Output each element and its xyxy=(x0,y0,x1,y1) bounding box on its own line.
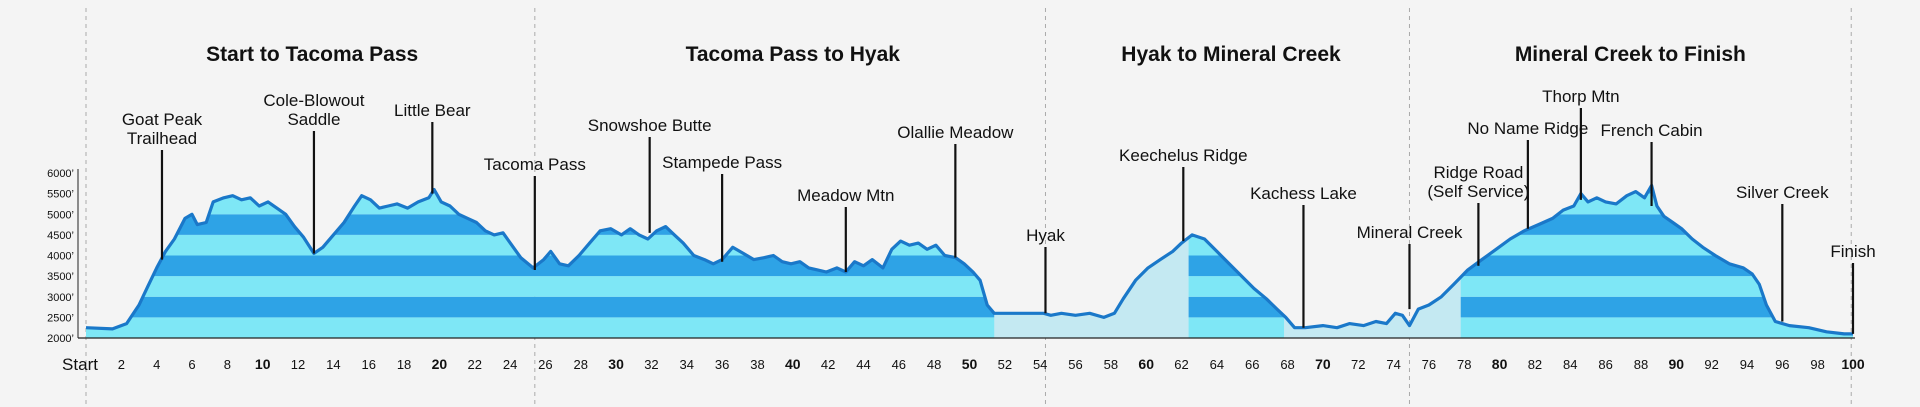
x-tick-label: 94 xyxy=(1740,357,1754,372)
elevation-band xyxy=(86,317,1853,338)
x-tick-label: 46 xyxy=(892,357,906,372)
x-tick-label: 16 xyxy=(361,357,375,372)
x-tick-label: 98 xyxy=(1810,357,1824,372)
elevation-band xyxy=(86,185,1853,194)
x-tick-label: 68 xyxy=(1280,357,1294,372)
annotation-label: Stampede Pass xyxy=(662,153,782,172)
annotation-label: Little Bear xyxy=(394,101,471,120)
annotation-label: Olallie Meadow xyxy=(897,123,1014,142)
y-tick-label: 3000’ xyxy=(47,292,74,304)
section-title-0: Start to Tacoma Pass xyxy=(206,43,418,66)
annotation-label: Silver Creek xyxy=(1736,183,1829,202)
annotation-label: Mineral Creek xyxy=(1357,223,1463,242)
x-tick-label: 14 xyxy=(326,357,340,372)
x-tick-label: 52 xyxy=(998,357,1012,372)
y-tick-label: 2000’ xyxy=(47,333,74,345)
x-tick-label: 28 xyxy=(574,357,588,372)
x-tick-label: 56 xyxy=(1068,357,1082,372)
x-tick-label: 38 xyxy=(750,357,764,372)
annotation-label: No Name Ridge xyxy=(1467,119,1588,138)
elevation-line xyxy=(85,183,1853,336)
annotation-label: Hyak xyxy=(1026,226,1065,245)
x-tick-label: 82 xyxy=(1528,357,1542,372)
elevation-band xyxy=(86,214,1853,235)
x-tick-label: 100 xyxy=(1841,356,1865,372)
annotation-label: Kachess Lake xyxy=(1250,184,1357,203)
elevation-band xyxy=(86,296,1853,318)
x-tick-label: 78 xyxy=(1457,357,1471,372)
x-tick-label: 36 xyxy=(715,357,729,372)
x-tick-label: 26 xyxy=(538,357,552,372)
x-tick-label: 44 xyxy=(856,357,870,372)
x-tick-label: 30 xyxy=(608,356,624,372)
elevation-band xyxy=(86,276,1853,297)
x-tick-label: 12 xyxy=(291,357,305,372)
x-tick-label: 64 xyxy=(1210,357,1224,372)
x-tick-label: 92 xyxy=(1704,357,1718,372)
section-title-3: Mineral Creek to Finish xyxy=(1515,43,1746,66)
section-title-1: Tacoma Pass to Hyak xyxy=(686,43,901,66)
elevation-bands xyxy=(86,185,1853,338)
y-tick-label: 2500’ xyxy=(47,312,74,324)
annotation-label: Ridge Road xyxy=(1434,163,1524,182)
annotation-label: Saddle xyxy=(287,110,340,129)
flat-section-fill xyxy=(994,185,1189,338)
x-tick-label: 2 xyxy=(118,357,125,372)
annotation-label: Cole-Blowout xyxy=(263,91,364,110)
x-tick-label: 18 xyxy=(397,357,411,372)
x-tick-label: 4 xyxy=(153,357,160,372)
x-tick-label: 8 xyxy=(224,357,231,372)
x-tick-label: 50 xyxy=(962,356,978,372)
y-tick-label: 5500’ xyxy=(47,189,74,201)
x-tick-label: 66 xyxy=(1245,357,1259,372)
x-tick-label: 70 xyxy=(1315,356,1331,372)
y-tick-label: 6000’ xyxy=(47,168,74,180)
x-tick-label: 76 xyxy=(1422,357,1436,372)
x-tick-label: 32 xyxy=(644,357,658,372)
x-tick-label: 24 xyxy=(503,357,517,372)
annotation-label: Trailhead xyxy=(127,129,197,148)
section-title-2: Hyak to Mineral Creek xyxy=(1121,43,1341,66)
x-tick-label: 58 xyxy=(1104,357,1118,372)
x-tick-label: 72 xyxy=(1351,357,1365,372)
x-start-label: Start xyxy=(62,355,98,374)
x-tick-label: 80 xyxy=(1492,356,1508,372)
x-tick-label: 10 xyxy=(255,356,271,372)
annotation-label: Finish xyxy=(1830,242,1875,261)
x-tick-label: 62 xyxy=(1174,357,1188,372)
x-tick-label: 42 xyxy=(821,357,835,372)
annotation-label: Goat Peak xyxy=(122,110,203,129)
x-tick-label: 96 xyxy=(1775,357,1789,372)
x-tick-label: 22 xyxy=(468,357,482,372)
y-tick-label: 4500’ xyxy=(47,230,74,242)
x-tick-label: 34 xyxy=(680,357,694,372)
x-tick-label: 20 xyxy=(432,356,448,372)
y-tick-label: 4000’ xyxy=(47,251,74,263)
x-tick-label: 84 xyxy=(1563,357,1577,372)
annotation-label: Snowshoe Butte xyxy=(588,116,712,135)
y-tick-label: 5000’ xyxy=(47,209,74,221)
x-tick-label: 54 xyxy=(1033,357,1047,372)
annotation-label: Meadow Mtn xyxy=(797,186,894,205)
annotation-label: Thorp Mtn xyxy=(1542,87,1619,106)
x-tick-label: 60 xyxy=(1138,356,1154,372)
x-tick-label: 86 xyxy=(1598,357,1612,372)
x-tick-label: 90 xyxy=(1669,356,1685,372)
annotation-label: (Self Service) xyxy=(1427,182,1529,201)
x-tick-label: 48 xyxy=(927,357,941,372)
annotation-label: Tacoma Pass xyxy=(484,155,586,174)
x-tick-label: 40 xyxy=(785,356,801,372)
elevation-band xyxy=(86,234,1853,256)
x-tick-label: 74 xyxy=(1386,357,1400,372)
y-tick-label: 3500’ xyxy=(47,271,74,283)
elevation-band xyxy=(86,255,1853,277)
annotation-label: French Cabin xyxy=(1601,121,1703,140)
x-tick-label: 6 xyxy=(188,357,195,372)
x-tick-label: 88 xyxy=(1634,357,1648,372)
annotation-label: Keechelus Ridge xyxy=(1119,146,1248,165)
